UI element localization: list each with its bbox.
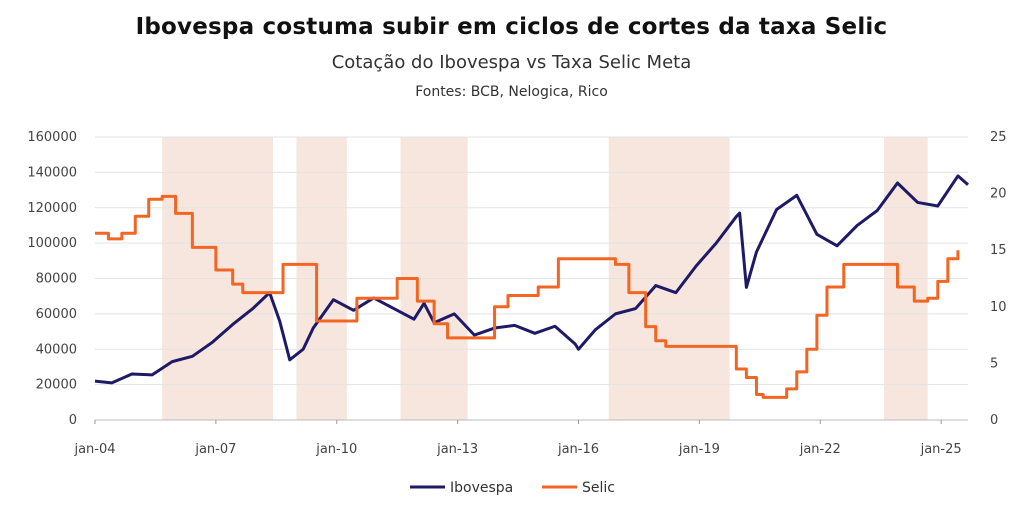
x-tick-label: jan-16 — [557, 442, 599, 457]
x-tick-label: jan-22 — [799, 442, 841, 457]
series-line-selic — [95, 194, 960, 399]
y-right-tick-label: 0 — [990, 413, 998, 428]
y-right-tick-label: 20 — [990, 187, 1007, 202]
y-left-tick-label: 20000 — [36, 378, 77, 393]
chart-subtitle: Cotação do Ibovespa vs Taxa Selic Meta — [331, 52, 692, 73]
legend-label-selic: Selic — [582, 480, 615, 496]
y-left-tick-label: 160000 — [27, 130, 77, 145]
x-tick-label: jan-25 — [920, 442, 962, 457]
x-tick-label: jan-04 — [73, 442, 115, 457]
series-lines — [94, 174, 969, 399]
y-left-tick-label: 120000 — [27, 201, 77, 216]
y-right-tick-label: 25 — [990, 130, 1007, 145]
y-left-tick-label: 40000 — [36, 342, 77, 357]
x-tick-label: jan-10 — [315, 442, 357, 457]
y-left-tick-label: 0 — [69, 413, 77, 428]
legend-label-ibovespa: Ibovespa — [450, 480, 513, 496]
x-tick-label: jan-07 — [194, 442, 236, 457]
y-left-tick-label: 60000 — [36, 307, 77, 322]
y-right-tick-label: 15 — [990, 243, 1007, 258]
series-line-ibovespa — [94, 174, 969, 385]
y-left-tick-label: 140000 — [27, 165, 77, 180]
y-right-tick-label: 10 — [990, 300, 1007, 315]
y-left-tick-label: 100000 — [27, 236, 77, 251]
x-tick-label: jan-13 — [436, 442, 478, 457]
y-left-tick-label: 80000 — [36, 272, 77, 287]
chart-source: Fontes: BCB, Nelogica, Rico — [415, 84, 608, 100]
y-right-tick-label: 5 — [990, 356, 998, 371]
gridlines — [95, 136, 968, 421]
x-tick-label: jan-19 — [678, 442, 720, 457]
axes-labels: 0 20000 40000 60000 80000 100000 120000 140000 1… — [27, 130, 1006, 457]
legend: Ibovespa Selic — [410, 480, 615, 496]
chart-title: Ibovespa costuma subir em ciclos de cort… — [135, 14, 888, 40]
